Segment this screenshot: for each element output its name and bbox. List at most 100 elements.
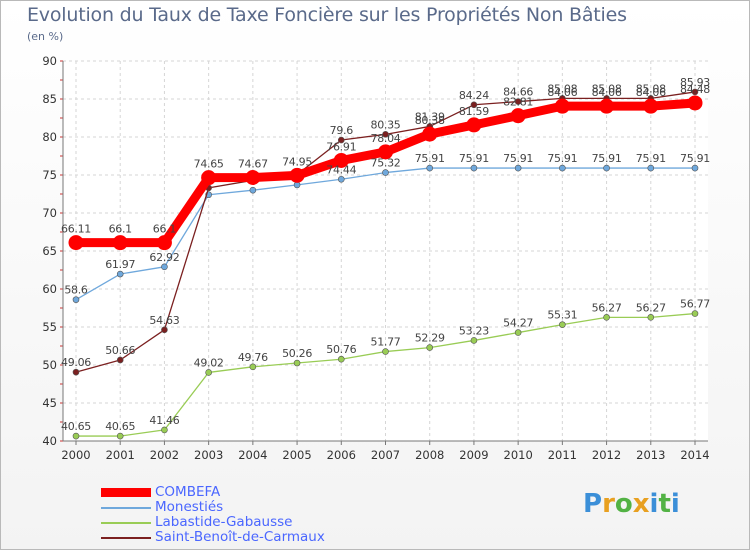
data-label: 85.08 — [547, 82, 577, 95]
data-label: 50.26 — [282, 347, 312, 360]
data-label: 84.66 — [503, 86, 533, 99]
y-tick-label: 60 — [42, 282, 57, 296]
data-point — [161, 263, 168, 271]
data-label: 81.59 — [459, 105, 489, 118]
data-label: 75.91 — [636, 152, 666, 165]
data-point — [249, 363, 257, 371]
legend-item: COMBEFA — [101, 485, 325, 500]
data-label: 84.48 — [680, 83, 710, 96]
data-label: 75.91 — [415, 152, 445, 165]
legend-swatch — [101, 521, 151, 524]
data-label: 85.08 — [636, 82, 666, 95]
data-label: 66.1 — [109, 223, 132, 236]
data-point — [426, 344, 434, 351]
data-point — [470, 101, 478, 109]
y-tick-label: 65 — [42, 244, 57, 258]
legend-label: Labastide-Gabausse — [155, 514, 293, 530]
data-label: 41.46 — [149, 414, 179, 427]
x-tick-label: 2003 — [194, 448, 223, 462]
data-label: 79.6 — [330, 124, 354, 137]
data-label: 49.76 — [238, 351, 268, 364]
data-label: 56.27 — [592, 301, 622, 314]
data-label: 49.06 — [61, 356, 91, 369]
x-tick-label: 2005 — [282, 448, 311, 462]
data-label: 81.39 — [415, 110, 445, 123]
data-label: 75.91 — [459, 152, 489, 165]
y-tick-label: 50 — [42, 358, 57, 372]
data-label: 49.02 — [194, 356, 224, 369]
data-point — [691, 88, 699, 96]
proxiti-logo: Proxiti — [583, 489, 680, 519]
data-label: 84.06 — [636, 86, 666, 99]
data-point — [72, 368, 80, 376]
y-tick-label: 90 — [42, 54, 57, 68]
y-tick-label: 40 — [42, 434, 57, 448]
data-point — [514, 329, 522, 336]
data-point — [161, 426, 168, 434]
legend-item: Labastide-Gabausse — [101, 515, 325, 530]
legend-label: Saint-Benoît-de-Carmaux — [155, 529, 325, 545]
data-point — [161, 326, 168, 334]
data-label: 52.29 — [415, 332, 445, 345]
data-point — [116, 270, 124, 278]
y-tick-label: 70 — [42, 206, 57, 220]
data-point — [333, 152, 349, 168]
data-label: 74.65 — [194, 158, 224, 171]
data-point — [510, 108, 526, 124]
data-label: 53.23 — [459, 324, 489, 337]
x-tick-label: 2001 — [106, 448, 135, 462]
data-point — [116, 356, 124, 364]
data-label: 40.65 — [61, 420, 91, 433]
data-point — [691, 164, 699, 172]
y-tick-label: 80 — [42, 130, 57, 144]
data-point — [156, 235, 172, 251]
data-point — [647, 314, 655, 321]
data-label: 84.24 — [459, 89, 489, 102]
data-point — [514, 98, 522, 105]
x-tick-label: 2000 — [61, 448, 90, 462]
data-point — [691, 310, 699, 317]
data-label: 85.08 — [592, 82, 622, 95]
data-label: 66.11 — [61, 223, 91, 236]
data-label: 75.91 — [547, 152, 577, 165]
data-point — [293, 359, 301, 367]
x-tick-label: 2012 — [592, 448, 621, 462]
data-label: 56.27 — [636, 301, 666, 314]
data-point — [559, 321, 566, 328]
x-tick-label: 2008 — [415, 448, 444, 462]
data-point — [205, 369, 212, 376]
x-tick-label: 2006 — [327, 448, 356, 462]
data-label: 50.76 — [326, 343, 356, 356]
legend-label: COMBEFA — [155, 484, 221, 500]
data-label: 84.06 — [547, 86, 577, 99]
data-label: 66.1 — [153, 223, 176, 236]
data-label: 84.06 — [592, 86, 622, 99]
data-point — [647, 164, 655, 172]
data-label: 74.95 — [282, 155, 312, 168]
data-label: 50.66 — [105, 344, 135, 357]
data-label: 75.32 — [371, 157, 401, 170]
y-tick-label: 85 — [42, 92, 57, 106]
data-point — [72, 432, 80, 440]
data-point — [514, 164, 522, 172]
data-point — [470, 164, 478, 172]
data-point — [687, 95, 703, 111]
data-point — [426, 164, 434, 172]
data-label: 76.91 — [326, 140, 356, 153]
legend-swatch — [101, 488, 151, 497]
x-tick-label: 2007 — [371, 448, 400, 462]
data-label: 74.67 — [238, 158, 268, 171]
data-label: 80.38 — [415, 114, 445, 127]
data-label: 58.6 — [64, 284, 88, 297]
data-point — [201, 170, 217, 186]
data-point — [422, 126, 438, 142]
data-point — [559, 164, 566, 172]
data-label: 61.97 — [105, 258, 135, 271]
data-point — [382, 131, 389, 138]
data-label: 74.44 — [326, 163, 356, 176]
data-label: 55.31 — [547, 309, 577, 322]
data-label: 54.27 — [503, 317, 533, 330]
data-point — [337, 355, 345, 363]
data-point — [245, 170, 261, 186]
data-label: 75.91 — [680, 152, 710, 165]
